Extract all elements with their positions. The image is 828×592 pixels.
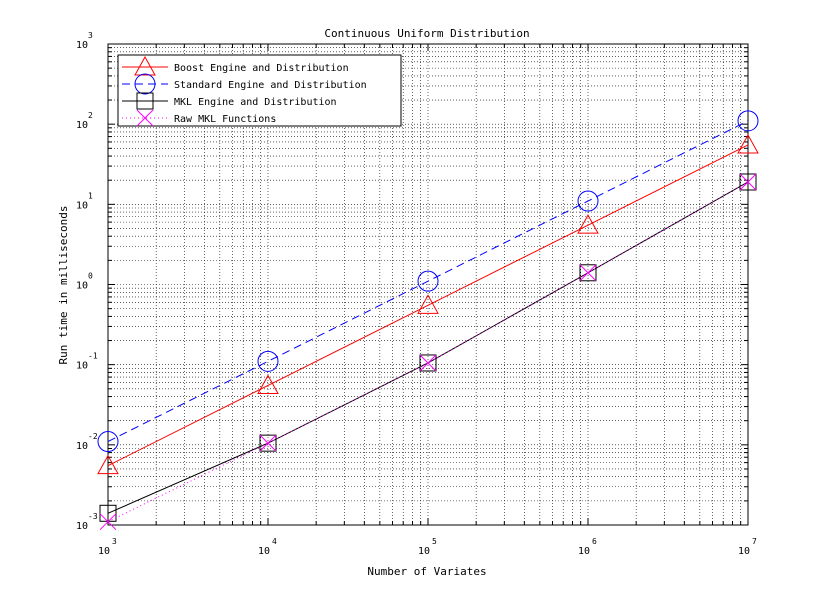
legend-label: Raw MKL Functions [174, 114, 276, 125]
legend-label: MKL Engine and Distribution [174, 97, 337, 108]
legend-entry-triangle: Boost Engine and Distribution [122, 55, 349, 76]
data-point-circle [737, 110, 759, 132]
x-tick-label: 10 [258, 546, 270, 557]
y-tick-exponent: -2 [88, 432, 98, 441]
chart-title: Continuous Uniform Distribution [324, 27, 529, 40]
legend-entry-x: Raw MKL Functions [122, 109, 276, 127]
data-point-triangle [737, 133, 759, 154]
legend: Boost Engine and Distribution Standard En… [117, 54, 402, 127]
x-tick-label: 10 [418, 546, 430, 557]
y-tick-exponent: 3 [88, 31, 93, 40]
data-point-x [579, 264, 597, 282]
x-tick-exponent: 5 [432, 537, 437, 546]
data-point-square [259, 434, 277, 452]
data-point-triangle [257, 374, 279, 394]
series-layer [97, 110, 759, 531]
series-circle [97, 110, 759, 453]
series-triangle [97, 133, 759, 475]
data-point-square [579, 264, 597, 282]
data-point-x-stroke [259, 434, 277, 452]
x-tick-exponent: 7 [752, 537, 757, 546]
y-tick-exponent: -1 [88, 352, 98, 361]
data-point-square [419, 354, 437, 372]
legend-entries: Boost Engine and Distribution Standard En… [122, 55, 367, 127]
legend-marker-x [136, 109, 154, 127]
legend-marker-circle [134, 73, 156, 95]
data-point-triangle [97, 454, 119, 475]
y-tick-label: 10 [76, 361, 88, 372]
data-point-circle [417, 270, 439, 292]
series-line-circle [107, 120, 749, 442]
y-tick-label: 10 [76, 521, 88, 532]
data-point-triangle [417, 294, 439, 314]
y-tick-label: 10 [76, 281, 88, 292]
data-point-x-stroke [99, 513, 117, 531]
data-point-x [99, 513, 117, 531]
series-x [99, 173, 757, 531]
legend-label: Boost Engine and Distribution [174, 63, 349, 74]
y-tick-exponent: -3 [88, 512, 98, 521]
data-point-x [259, 434, 277, 452]
legend-entry-square: MKL Engine and Distribution [122, 92, 337, 110]
legend-entry-circle: Standard Engine and Distribution [122, 73, 367, 95]
data-point-x-stroke [579, 264, 597, 282]
legend-marker-triangle [134, 55, 156, 76]
y-tick-exponent: 2 [88, 111, 93, 120]
grid [108, 44, 748, 525]
x-tick-exponent: 6 [592, 537, 597, 546]
series-line-triangle [107, 144, 749, 467]
x-tick-label: 10 [578, 546, 590, 557]
x-axis-title: Number of Variates [367, 565, 486, 578]
data-point-triangle [577, 214, 599, 234]
data-point-x-stroke [419, 354, 437, 372]
data-point-x-stroke [739, 173, 757, 191]
y-tick-label: 10 [76, 200, 88, 211]
legend-marker-square [136, 92, 154, 110]
axis-ticks [107, 44, 748, 526]
data-point-square [739, 173, 757, 191]
data-point-x [419, 354, 437, 372]
legend-label: Standard Engine and Distribution [174, 80, 367, 91]
legend-marker-x-stroke [136, 109, 154, 127]
x-tick-exponent: 3 [112, 537, 117, 546]
y-tick-label: 10 [76, 40, 88, 51]
x-tick-label: 10 [98, 546, 110, 557]
x-tick-label: 10 [738, 546, 750, 557]
x-tick-exponent: 4 [272, 537, 277, 546]
y-tick-exponent: 1 [88, 191, 93, 200]
data-point-x [739, 173, 757, 191]
y-tick-label: 10 [76, 120, 88, 131]
y-tick-label: 10 [76, 441, 88, 452]
data-point-circle [577, 190, 599, 212]
y-tick-exponent: 0 [88, 272, 93, 281]
y-axis-title: Run time in milliseconds [57, 206, 70, 365]
data-point-circle [257, 350, 279, 372]
data-point-circle [97, 431, 119, 453]
